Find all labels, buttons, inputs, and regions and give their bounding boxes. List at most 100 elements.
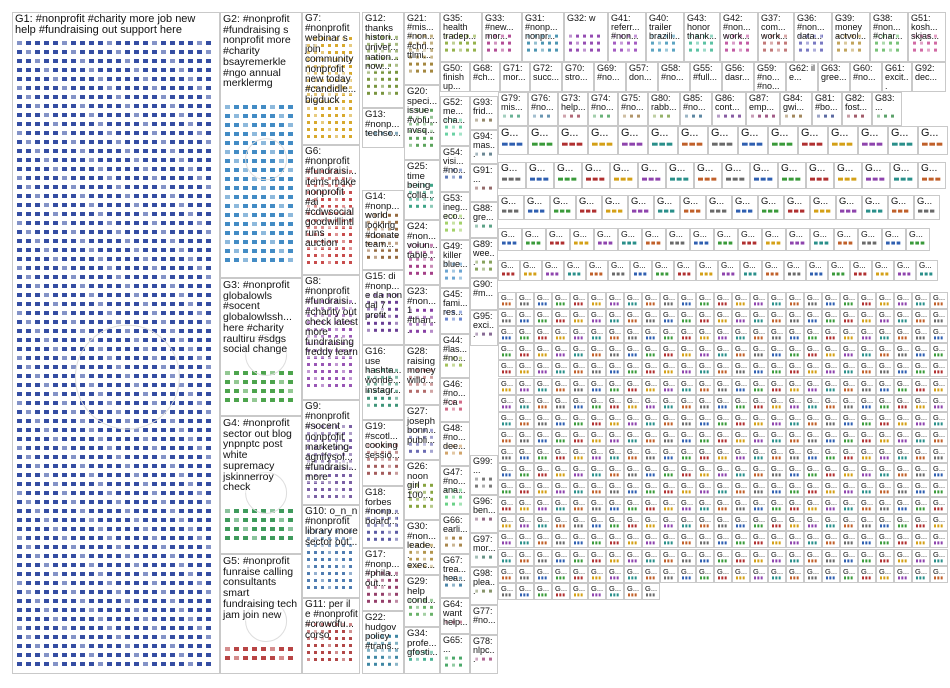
small-group-label: G... xyxy=(725,163,742,174)
vertex-node xyxy=(395,63,398,67)
vertex-node xyxy=(651,34,654,38)
vertex-node xyxy=(134,392,139,396)
vertex-node xyxy=(197,167,202,171)
vertex-node xyxy=(314,363,317,366)
vertex-node xyxy=(335,86,338,89)
vertex-node xyxy=(374,450,377,454)
vertex-node xyxy=(423,428,426,432)
vertex-node xyxy=(80,599,85,603)
vertex-node xyxy=(125,347,130,351)
vertex-node xyxy=(670,353,673,357)
vertex-node xyxy=(721,387,724,391)
vertex-node xyxy=(35,437,40,441)
vertex-node xyxy=(89,626,94,630)
vertex-node xyxy=(197,428,202,432)
vertex-node xyxy=(152,464,157,468)
vertex-node xyxy=(562,142,568,146)
vertex-node xyxy=(367,368,370,372)
vertex-node xyxy=(706,387,709,391)
vertex-node xyxy=(53,626,58,630)
vertex-node xyxy=(328,495,331,498)
vertex-node xyxy=(26,428,31,432)
vertex-node xyxy=(179,131,184,135)
vertex-node xyxy=(732,48,735,52)
vertex-node xyxy=(718,404,720,408)
vertex-node xyxy=(790,336,792,340)
vertex-node xyxy=(349,637,352,640)
vertex-node xyxy=(188,113,193,117)
vertex-node xyxy=(197,329,202,333)
small-group-label: G... xyxy=(865,196,881,206)
vertex-node xyxy=(721,422,724,426)
vertex-node xyxy=(367,443,370,447)
vertex-node xyxy=(80,437,85,441)
vertex-node xyxy=(328,623,331,626)
vertex-node xyxy=(307,51,310,54)
vertex-node xyxy=(89,608,94,612)
vertex-node xyxy=(328,572,331,575)
vertex-node xyxy=(279,389,284,393)
vertex-node xyxy=(89,374,94,378)
small-group-box: G... xyxy=(858,343,876,361)
vertex-node xyxy=(307,44,310,47)
vertex-node xyxy=(599,272,603,276)
vertex-node xyxy=(423,34,426,38)
vertex-node xyxy=(494,48,497,52)
vertex-node xyxy=(62,167,67,171)
vertex-node xyxy=(134,410,139,414)
vertex-node xyxy=(307,128,310,131)
vertex-node xyxy=(44,95,49,99)
small-group-box: G... xyxy=(822,292,840,310)
vertex-node xyxy=(179,590,184,594)
vertex-node xyxy=(152,536,157,540)
vertex-node xyxy=(342,191,345,194)
vertex-node xyxy=(862,422,864,426)
vertex-node xyxy=(583,41,586,45)
vertex-node xyxy=(288,114,293,118)
vertex-node xyxy=(53,365,58,369)
small-group-box: G... xyxy=(930,309,948,327)
vertex-node xyxy=(865,302,868,306)
vertex-node xyxy=(170,149,175,153)
vertex-node xyxy=(170,230,175,234)
vertex-node xyxy=(107,410,112,414)
small-group-box: G... xyxy=(570,309,588,327)
vertex-node xyxy=(854,272,857,276)
vertex-node xyxy=(592,422,594,426)
vertex-node xyxy=(35,401,40,405)
small-group-label: G... xyxy=(771,412,784,422)
vertex-node xyxy=(197,293,202,297)
small-group-box: G... xyxy=(642,411,660,429)
vertex-node xyxy=(416,69,419,73)
vertex-node xyxy=(934,404,936,408)
vertex-node xyxy=(35,293,40,297)
vertex-node xyxy=(374,91,377,95)
small-group-box: G... xyxy=(912,394,930,412)
group-nodes xyxy=(409,598,433,616)
vertex-node xyxy=(606,209,611,213)
vertex-node xyxy=(134,428,139,432)
vertex-node xyxy=(71,311,76,315)
vertex-node xyxy=(724,336,727,340)
vertex-node xyxy=(179,635,184,639)
vertex-node xyxy=(550,272,554,276)
vertex-node xyxy=(600,114,603,118)
vertex-node xyxy=(134,635,139,639)
vertex-node xyxy=(409,497,412,501)
vertex-node xyxy=(179,275,184,279)
vertex-node xyxy=(526,319,529,323)
vertex-node xyxy=(533,272,537,276)
vertex-node xyxy=(367,220,370,224)
small-group-label: G... xyxy=(879,378,892,388)
vertex-node xyxy=(374,35,377,39)
vertex-node xyxy=(44,203,49,207)
vertex-node xyxy=(847,387,850,391)
vertex-node xyxy=(143,545,148,549)
vertex-node xyxy=(838,241,842,245)
vertex-node xyxy=(580,370,583,374)
vertex-node xyxy=(321,425,324,428)
vertex-node xyxy=(562,353,565,357)
vertex-node xyxy=(143,482,148,486)
vertex-node xyxy=(563,114,566,118)
vertex-node xyxy=(395,655,398,659)
